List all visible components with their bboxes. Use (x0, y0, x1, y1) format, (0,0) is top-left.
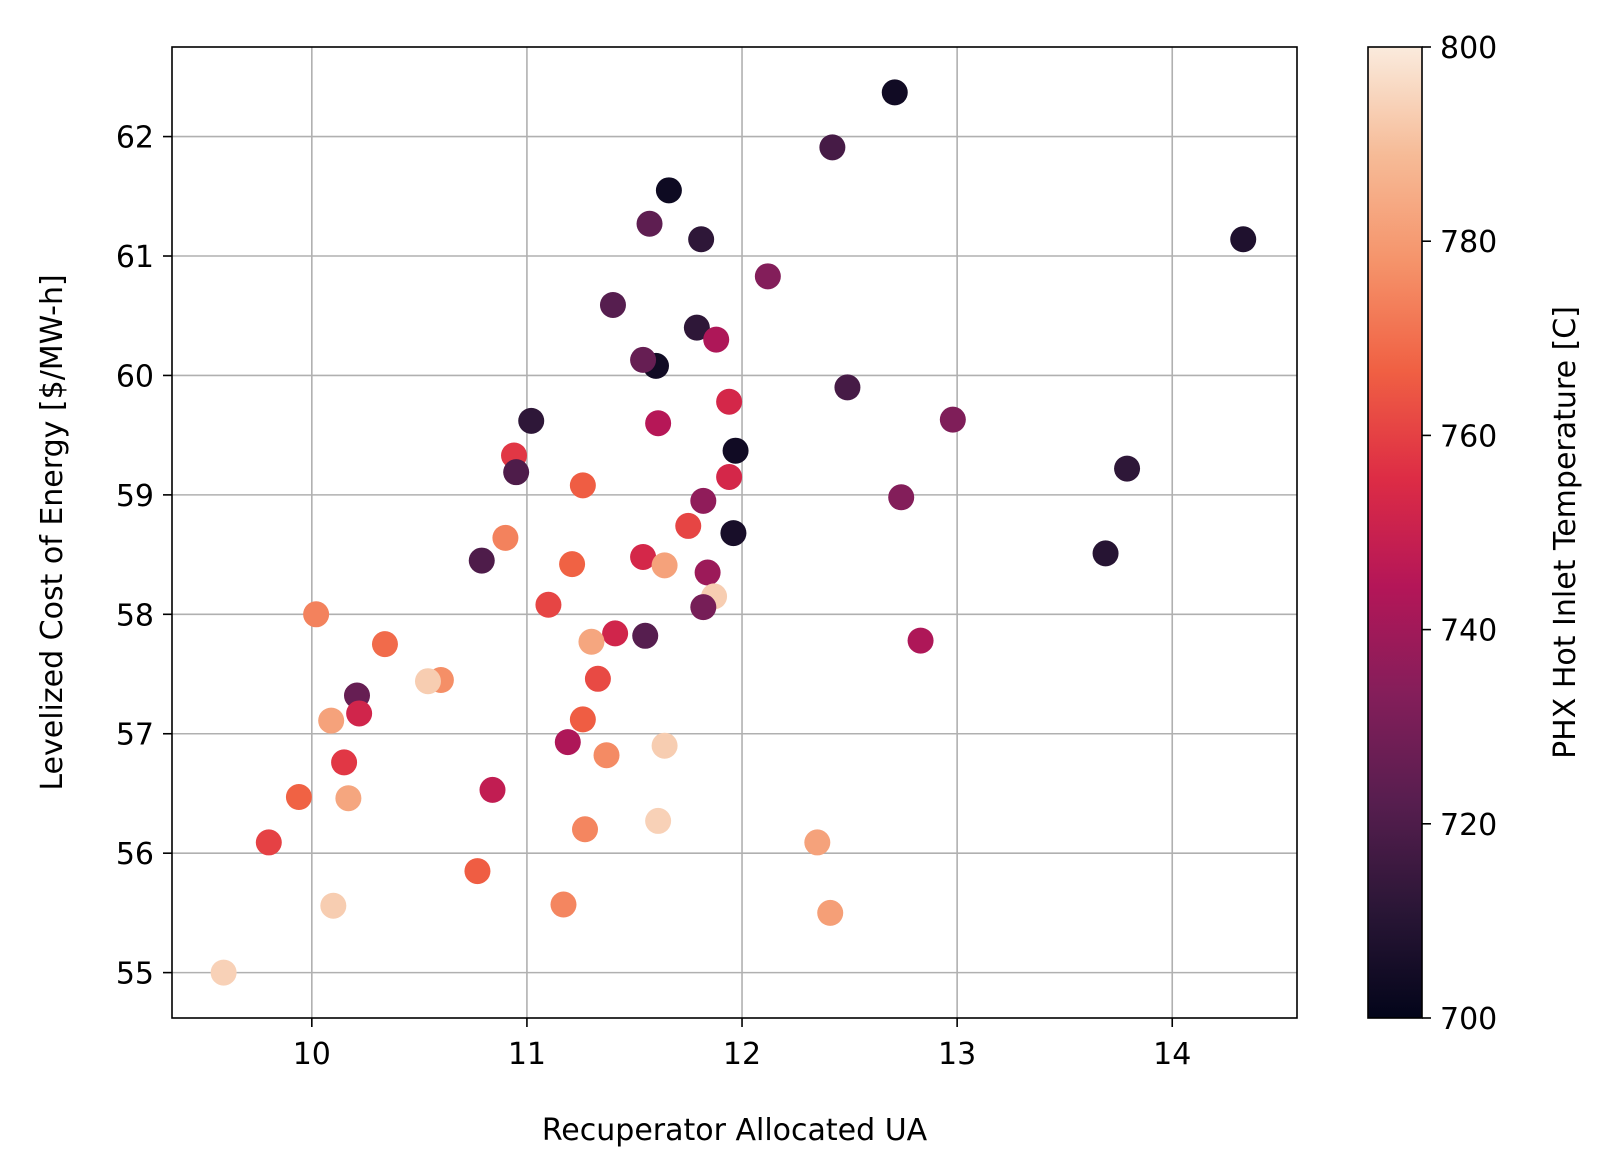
data-points (210, 79, 1257, 986)
x-tick-label: 12 (723, 1037, 761, 1072)
colorbar-tick-label: 800 (1440, 31, 1497, 66)
data-point (331, 749, 358, 776)
data-point (907, 627, 934, 654)
data-point (602, 620, 629, 647)
data-point (804, 829, 831, 856)
data-point (703, 326, 730, 353)
data-point (599, 291, 626, 318)
data-point (645, 410, 672, 437)
data-point (468, 547, 495, 574)
x-tick-label: 13 (938, 1037, 976, 1072)
y-tick-label: 56 (116, 837, 154, 872)
colorbar-tick-label: 720 (1440, 808, 1497, 843)
data-point (572, 816, 599, 843)
data-point (303, 601, 330, 628)
data-point (255, 829, 282, 856)
data-point (210, 959, 237, 986)
data-point (492, 524, 519, 551)
data-point (694, 559, 721, 586)
data-point (834, 374, 861, 401)
data-point (1092, 540, 1119, 567)
data-point (716, 388, 743, 415)
data-point (1114, 455, 1141, 482)
y-tick-label: 57 (116, 718, 154, 753)
x-tick-label: 14 (1153, 1037, 1191, 1072)
data-point (888, 484, 915, 511)
data-point (651, 732, 678, 759)
y-axis-label: Levelized Cost of Energy [$/MW-h] (35, 274, 70, 790)
data-point (550, 891, 577, 918)
colorbar-frame (1367, 46, 1423, 1019)
data-point (578, 628, 605, 655)
x-tick-label: 10 (293, 1037, 331, 1072)
colorbar-tick-label: 700 (1440, 1002, 1497, 1037)
data-point (1230, 226, 1257, 253)
grid (172, 47, 1297, 1018)
data-point (716, 463, 743, 490)
data-point (630, 346, 657, 373)
data-point (655, 177, 682, 204)
data-point (569, 706, 596, 733)
data-point (636, 210, 663, 237)
x-axis-label: Recuperator Allocated UA (542, 1113, 928, 1148)
y-axis-ticks: 55 56 57 58 59 60 61 62 (116, 121, 172, 992)
y-tick-label: 55 (116, 957, 154, 992)
data-point (584, 665, 611, 692)
y-tick-label: 58 (116, 598, 154, 633)
data-point (632, 622, 659, 649)
data-point (690, 594, 717, 621)
colorbar-tick-label: 740 (1440, 614, 1497, 649)
data-point (593, 742, 620, 769)
colorbar-tick-label: 780 (1440, 225, 1497, 260)
data-point (819, 134, 846, 161)
colorbar-label: PHX Hot Inlet Temperature [C] (1548, 306, 1583, 759)
data-point (675, 512, 702, 539)
data-point (320, 892, 347, 919)
data-point (479, 776, 506, 803)
data-point (722, 437, 749, 464)
data-point (754, 263, 781, 290)
data-point (569, 472, 596, 499)
data-point (535, 591, 562, 618)
data-point (651, 552, 678, 579)
y-tick-label: 59 (116, 479, 154, 514)
data-point (554, 729, 581, 756)
x-tick-label: 11 (508, 1037, 546, 1072)
data-point (559, 551, 586, 578)
colorbar-ticks: 700 720 740 760 780 800 (1422, 31, 1497, 1037)
data-point (371, 631, 398, 658)
data-point (683, 314, 710, 341)
data-point (503, 459, 530, 486)
data-point (690, 487, 717, 514)
data-point (881, 79, 908, 106)
x-axis-ticks: 10 11 12 13 14 (293, 1018, 1191, 1072)
data-point (720, 520, 747, 547)
data-point (630, 543, 657, 570)
data-point (645, 807, 672, 834)
data-point (346, 700, 373, 727)
data-point (464, 858, 491, 885)
y-tick-label: 62 (116, 121, 154, 156)
data-point (817, 899, 844, 926)
y-tick-label: 61 (116, 240, 154, 275)
data-point (318, 707, 345, 734)
y-tick-label: 60 (116, 359, 154, 394)
data-point (939, 406, 966, 433)
data-point (688, 226, 715, 253)
colorbar (1368, 47, 1422, 1018)
data-point (285, 784, 312, 811)
plot-frame (171, 46, 1298, 1019)
data-point (414, 668, 441, 695)
data-point (335, 785, 362, 812)
colorbar-tick-label: 760 (1440, 419, 1497, 454)
data-point (518, 407, 545, 434)
